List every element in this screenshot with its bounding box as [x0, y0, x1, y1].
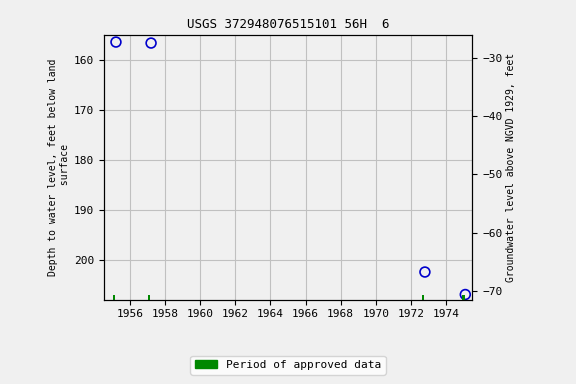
Y-axis label: Groundwater level above NGVD 1929, feet: Groundwater level above NGVD 1929, feet [506, 53, 517, 281]
Point [420, 269, 430, 275]
Bar [148, 295, 150, 300]
Y-axis label: Depth to water level, feet below land
 surface: Depth to water level, feet below land su… [48, 58, 70, 276]
Title: USGS 372948076515101 56H  6: USGS 372948076515101 56H 6 [187, 18, 389, 31]
Bar [463, 295, 465, 300]
Bar [422, 295, 424, 300]
Point [461, 291, 470, 298]
Bar [113, 295, 115, 300]
Legend: Period of approved data: Period of approved data [191, 356, 385, 375]
Point [111, 39, 120, 45]
Point [146, 40, 156, 46]
